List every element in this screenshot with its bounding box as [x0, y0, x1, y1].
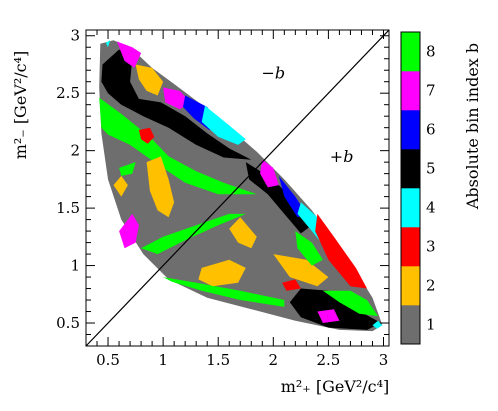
bin-region-7-20: [317, 309, 340, 323]
bin-region-4-6: [201, 105, 246, 145]
bin-region-3-16: [282, 279, 301, 291]
bin-region-8-13: [163, 277, 285, 307]
y-tick-label: 2.5: [56, 84, 80, 102]
bin-region-5-18: [289, 288, 382, 330]
colorbar-swatch-4: [401, 188, 420, 228]
colorbar-swatch-5: [401, 149, 420, 189]
region-label-plus-b: +b: [330, 147, 354, 166]
bin-region-7-3: [116, 41, 142, 68]
x-tick-label: 1: [158, 351, 168, 369]
bin-region-7-23: [260, 159, 279, 188]
bin-region-3-26: [315, 213, 367, 289]
x-tick-label: 2.5: [316, 351, 340, 369]
y-tick-label: 1.5: [56, 199, 80, 217]
colorbar-swatch-7: [401, 71, 420, 111]
y-axis-label: m²₋ [GeV²/c⁴]: [11, 51, 30, 160]
x-tick-label: 3: [379, 351, 389, 369]
bin-region-2-8: [146, 156, 175, 218]
colorbar-frame: [400, 31, 421, 345]
bin-region-7-11: [119, 213, 139, 249]
bin-region-5-1: [101, 49, 252, 160]
colorbar-swatch-1: [401, 305, 420, 345]
bin-region-2-15: [229, 217, 257, 249]
bin-region-2-17: [273, 254, 329, 287]
x-axis-label: m²₊ [GeV²/c⁴]: [281, 377, 390, 396]
colorbar-swatch-3: [401, 227, 420, 267]
bin-region-6-24: [278, 175, 307, 218]
colorbar-label: Absolute bin index b: [463, 43, 482, 210]
colorbar-label-5: 5: [426, 160, 436, 178]
colorbar-label-8: 8: [426, 43, 436, 61]
colorbar-label-2: 2: [426, 277, 436, 295]
bin-region-5-22: [245, 162, 312, 234]
colorbar-swatch-8: [401, 32, 420, 72]
bin-region-8-19: [322, 290, 378, 317]
plot-frame: [85, 29, 390, 347]
bin-region-8-0: [99, 97, 257, 195]
colorbar-swatch-6: [401, 110, 420, 150]
bin-region-3-7: [138, 127, 155, 144]
y-tick-label: 2: [70, 142, 80, 160]
y-tick-label: 0.5: [56, 314, 80, 332]
bin-region-4-28: [105, 40, 111, 48]
diagonal-line: [85, 29, 390, 347]
axis-ticks: 0.5 1 1.5 2 2.5 3 0.5 1 1.5 2 2.5 3: [56, 27, 389, 369]
y-tick-label: 3: [70, 27, 80, 45]
region-label-minus-b: −b: [261, 63, 285, 82]
x-tick-label: 2: [269, 351, 279, 369]
colorbar-label-1: 1: [426, 316, 436, 334]
y-tick-label: 1: [70, 257, 80, 275]
colorbar-label-3: 3: [426, 238, 436, 256]
colorbar-swatch-2: [401, 266, 420, 306]
bin-region-8-10: [119, 162, 136, 176]
bin-region-8-27: [295, 231, 323, 266]
colorbar-label-4: 4: [426, 199, 436, 217]
colorbar-label-6: 6: [426, 121, 436, 139]
bin-region-2-9: [113, 175, 128, 197]
bin-region-2-2: [135, 64, 164, 96]
bin-region-4-21: [372, 320, 383, 329]
x-tick-label: 0.5: [96, 351, 120, 369]
colorbar: 1 2 3 4 5 6 7 8: [400, 31, 436, 345]
colorbar-label-7: 7: [426, 82, 436, 100]
bin-region-2-14: [198, 259, 246, 287]
x-tick-label: 1.5: [206, 351, 230, 369]
